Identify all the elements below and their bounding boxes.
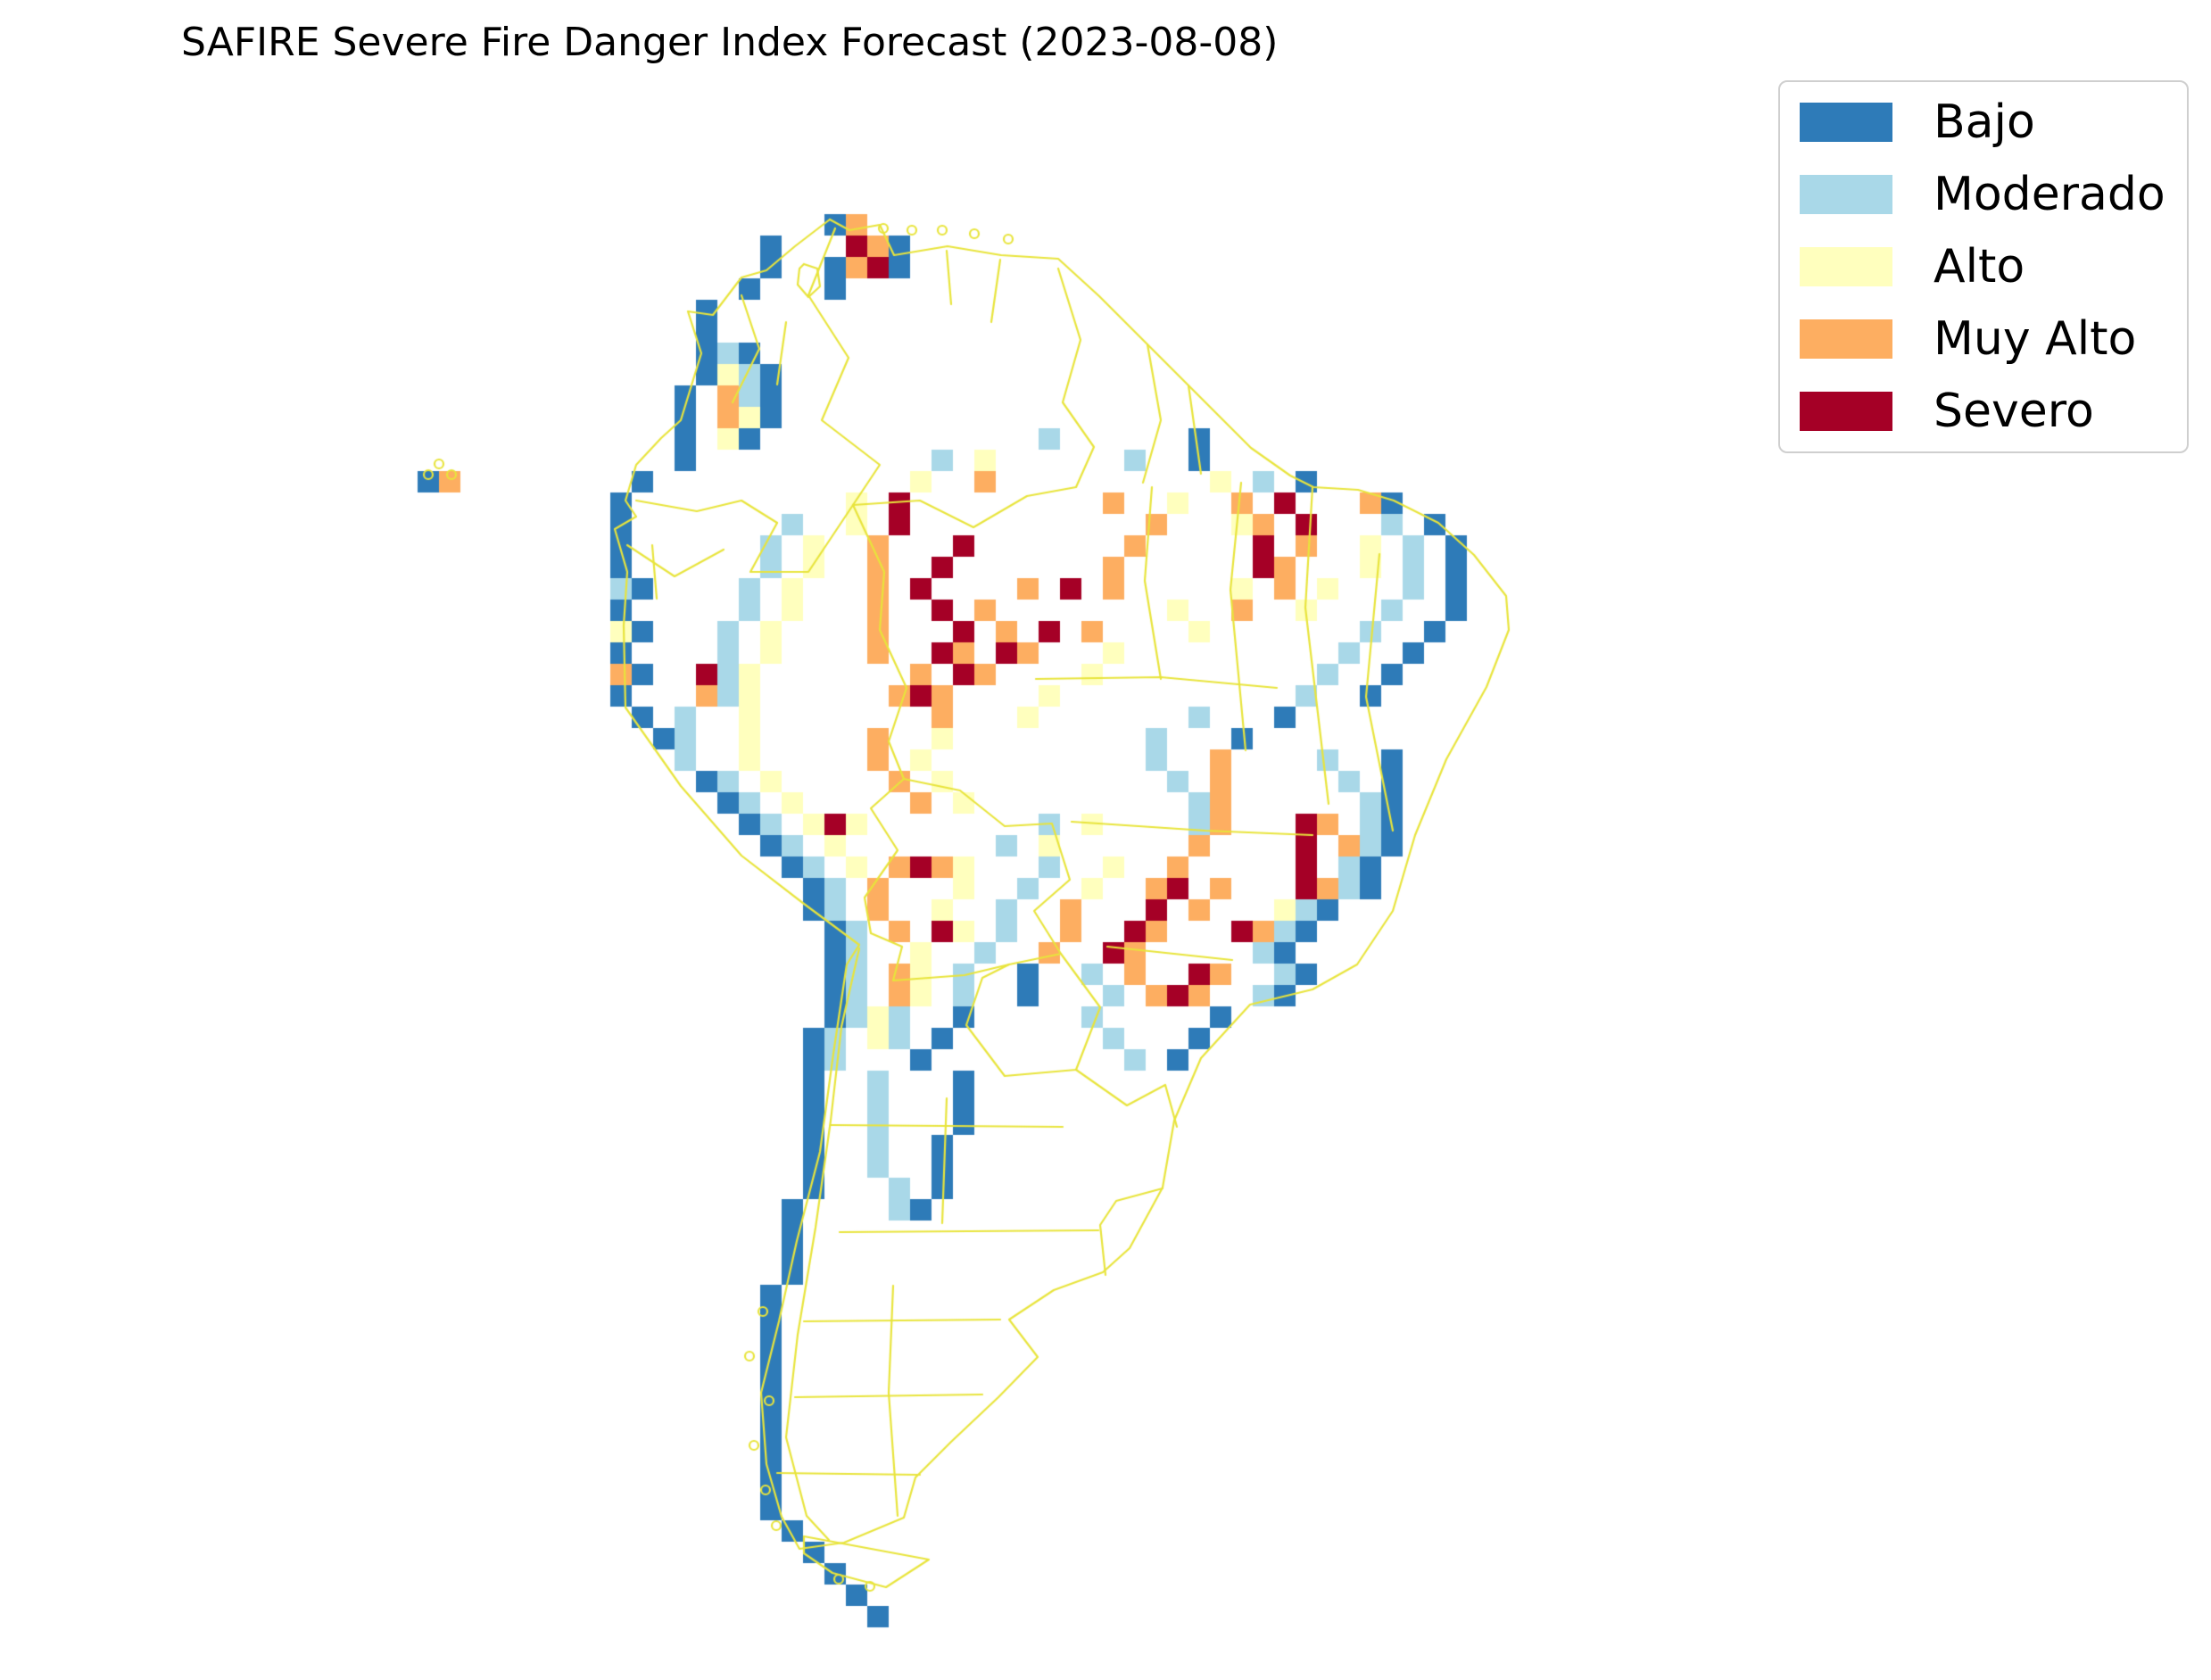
legend-swatch-moderado [1800,175,1892,214]
legend-swatch-alto [1800,247,1892,286]
legend-item-alto: Alto [1800,243,2167,291]
legend-swatch-muy-alto [1800,319,1892,359]
legend-label-alto: Alto [1934,240,2025,294]
legend-label-moderado: Moderado [1934,168,2165,221]
legend-label-muy-alto: Muy Alto [1934,312,2137,366]
legend-item-bajo: Bajo [1800,98,2167,146]
legend-label-bajo: Bajo [1934,95,2035,149]
page-title: SAFIRE Severe Fire Danger Index Forecast… [181,20,1279,65]
legend-item-moderado: Moderado [1800,170,2167,219]
legend-item-muy-alto: Muy Alto [1800,315,2167,363]
legend-label-severo: Severo [1934,385,2094,438]
legend: Bajo Moderado Alto Muy Alto Severo [1778,80,2189,453]
legend-swatch-bajo [1800,103,1892,142]
legend-item-severo: Severo [1800,387,2167,435]
legend-swatch-severo [1800,392,1892,431]
